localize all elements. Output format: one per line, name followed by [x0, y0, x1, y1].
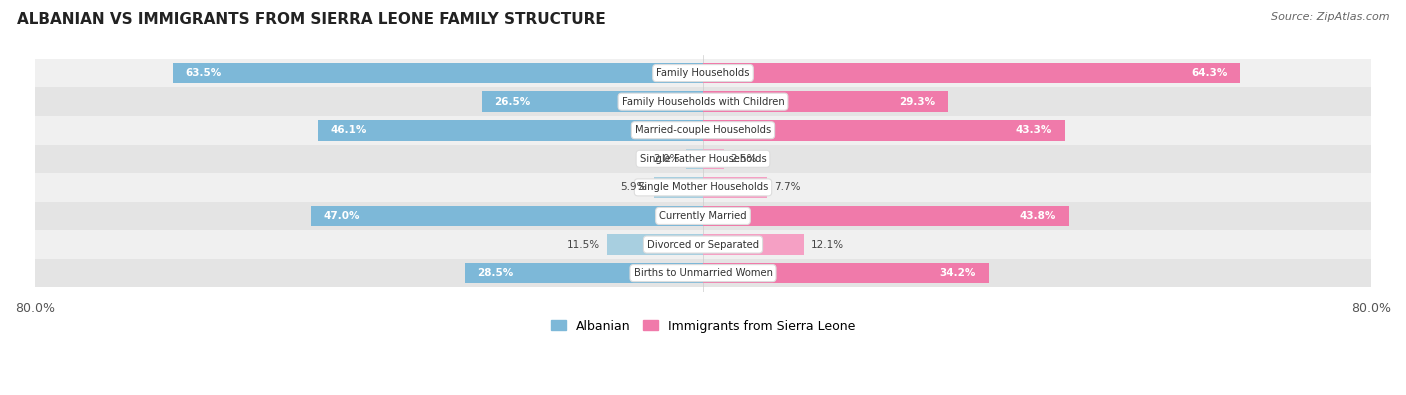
- Bar: [35, 59, 1371, 87]
- Bar: [35, 173, 1371, 202]
- Text: Divorced or Separated: Divorced or Separated: [647, 239, 759, 250]
- Bar: [318, 120, 703, 141]
- Text: 43.3%: 43.3%: [1015, 125, 1052, 135]
- Text: Married-couple Households: Married-couple Households: [636, 125, 770, 135]
- Bar: [703, 234, 804, 255]
- Text: 12.1%: 12.1%: [811, 239, 844, 250]
- Bar: [703, 91, 948, 112]
- Text: 34.2%: 34.2%: [939, 268, 976, 278]
- Bar: [35, 230, 1371, 259]
- Bar: [654, 177, 703, 198]
- Text: 2.5%: 2.5%: [731, 154, 756, 164]
- Text: 64.3%: 64.3%: [1191, 68, 1227, 78]
- Bar: [686, 149, 703, 169]
- Bar: [703, 120, 1064, 141]
- Text: 28.5%: 28.5%: [478, 268, 513, 278]
- Bar: [703, 63, 1240, 83]
- Text: 2.0%: 2.0%: [654, 154, 679, 164]
- Text: 43.8%: 43.8%: [1019, 211, 1056, 221]
- Bar: [311, 206, 703, 226]
- Text: Family Households with Children: Family Households with Children: [621, 97, 785, 107]
- Text: 5.9%: 5.9%: [620, 182, 647, 192]
- Text: Single Father Households: Single Father Households: [640, 154, 766, 164]
- Bar: [465, 263, 703, 283]
- Text: 11.5%: 11.5%: [567, 239, 600, 250]
- Text: Births to Unmarried Women: Births to Unmarried Women: [634, 268, 772, 278]
- Bar: [607, 234, 703, 255]
- Bar: [703, 149, 724, 169]
- Bar: [35, 202, 1371, 230]
- Text: Source: ZipAtlas.com: Source: ZipAtlas.com: [1271, 12, 1389, 22]
- Bar: [703, 177, 768, 198]
- Text: 29.3%: 29.3%: [898, 97, 935, 107]
- Text: 46.1%: 46.1%: [330, 125, 367, 135]
- Text: 63.5%: 63.5%: [186, 68, 222, 78]
- Bar: [482, 91, 703, 112]
- Text: Single Mother Households: Single Mother Households: [638, 182, 768, 192]
- Bar: [173, 63, 703, 83]
- Bar: [35, 116, 1371, 145]
- Text: 26.5%: 26.5%: [495, 97, 530, 107]
- Text: 47.0%: 47.0%: [323, 211, 360, 221]
- Bar: [703, 263, 988, 283]
- Bar: [703, 206, 1069, 226]
- Legend: Albanian, Immigrants from Sierra Leone: Albanian, Immigrants from Sierra Leone: [546, 315, 860, 338]
- Text: Currently Married: Currently Married: [659, 211, 747, 221]
- Text: 7.7%: 7.7%: [773, 182, 800, 192]
- Text: ALBANIAN VS IMMIGRANTS FROM SIERRA LEONE FAMILY STRUCTURE: ALBANIAN VS IMMIGRANTS FROM SIERRA LEONE…: [17, 12, 606, 27]
- Text: Family Households: Family Households: [657, 68, 749, 78]
- Bar: [35, 259, 1371, 288]
- Bar: [35, 87, 1371, 116]
- Bar: [35, 145, 1371, 173]
